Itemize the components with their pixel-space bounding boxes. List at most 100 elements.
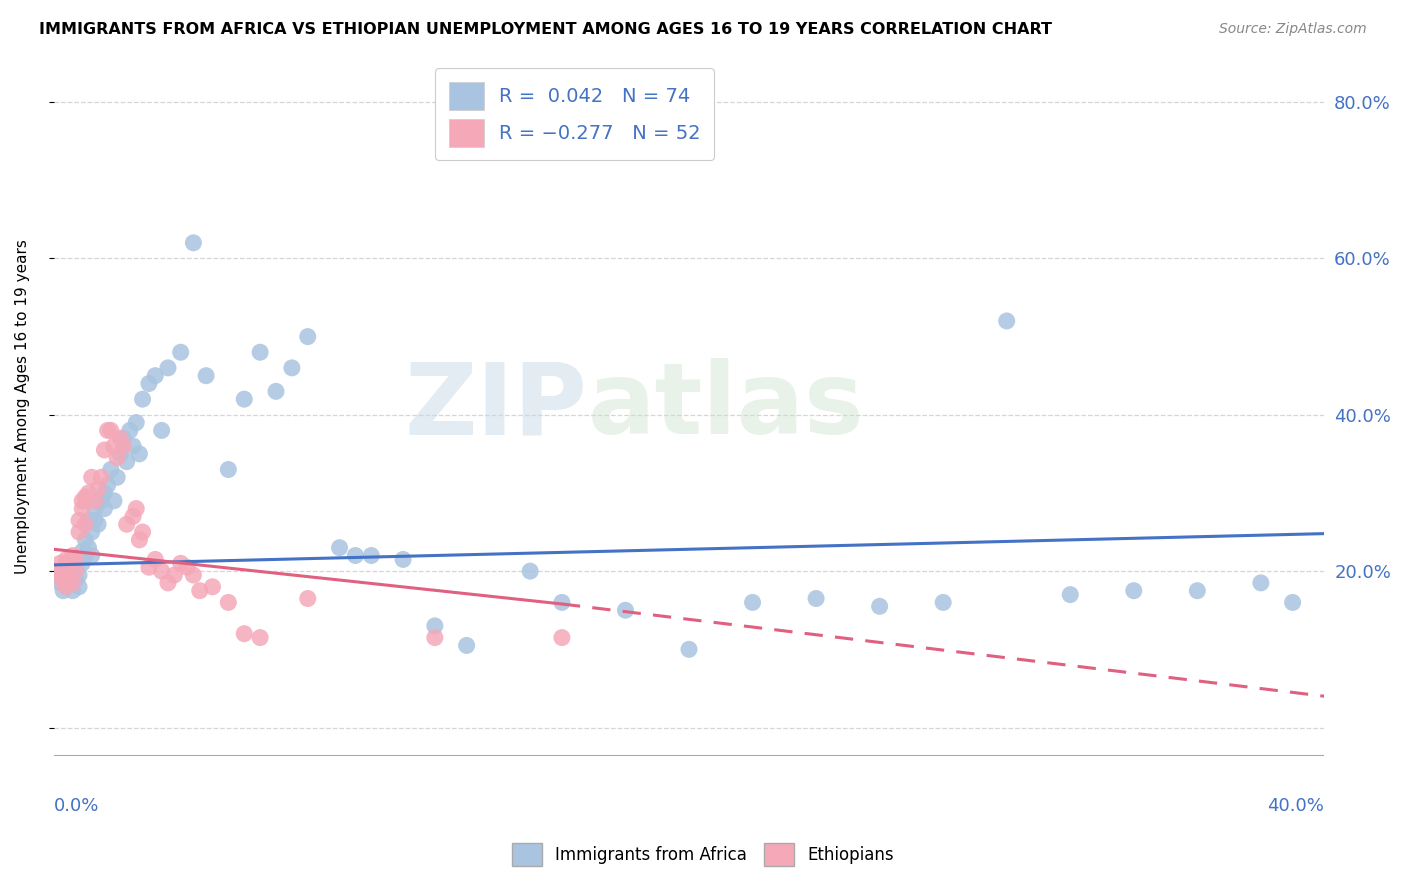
Text: atlas: atlas <box>588 359 863 456</box>
Point <box>128 447 150 461</box>
Point <box>249 631 271 645</box>
Point <box>65 572 87 586</box>
Point <box>138 560 160 574</box>
Text: IMMIGRANTS FROM AFRICA VS ETHIOPIAN UNEMPLOYMENT AMONG AGES 16 TO 19 YEARS CORRE: IMMIGRANTS FROM AFRICA VS ETHIOPIAN UNEM… <box>39 22 1052 37</box>
Point <box>52 583 75 598</box>
Point <box>519 564 541 578</box>
Point <box>65 552 87 566</box>
Point <box>131 392 153 406</box>
Point <box>170 557 193 571</box>
Point <box>70 557 93 571</box>
Point <box>52 575 75 590</box>
Legend: R =  0.042   N = 74, R = −0.277   N = 52: R = 0.042 N = 74, R = −0.277 N = 52 <box>434 69 714 161</box>
Point <box>67 524 90 539</box>
Point <box>75 490 97 504</box>
Point <box>49 575 72 590</box>
Point <box>84 513 107 527</box>
Point <box>995 314 1018 328</box>
Point <box>614 603 637 617</box>
Point <box>125 501 148 516</box>
Point <box>77 541 100 555</box>
Point <box>70 544 93 558</box>
Text: Source: ZipAtlas.com: Source: ZipAtlas.com <box>1219 22 1367 37</box>
Point <box>156 575 179 590</box>
Point <box>93 486 115 500</box>
Point <box>67 568 90 582</box>
Point <box>62 583 84 598</box>
Point <box>112 431 135 445</box>
Point <box>163 568 186 582</box>
Point <box>118 424 141 438</box>
Point <box>77 513 100 527</box>
Point <box>84 501 107 516</box>
Point <box>150 424 173 438</box>
Text: ZIP: ZIP <box>405 359 588 456</box>
Point <box>183 235 205 250</box>
Point <box>1281 595 1303 609</box>
Point <box>49 557 72 571</box>
Point <box>97 478 120 492</box>
Text: 0.0%: 0.0% <box>53 797 98 815</box>
Point <box>128 533 150 547</box>
Point <box>143 552 166 566</box>
Point <box>233 392 256 406</box>
Point <box>112 439 135 453</box>
Point <box>62 575 84 590</box>
Point <box>62 549 84 563</box>
Point <box>80 470 103 484</box>
Point <box>176 560 198 574</box>
Point <box>110 431 132 445</box>
Point <box>264 384 287 399</box>
Point <box>93 501 115 516</box>
Point <box>551 631 574 645</box>
Point <box>297 591 319 606</box>
Point <box>1187 583 1209 598</box>
Point <box>183 568 205 582</box>
Point <box>678 642 700 657</box>
Point <box>170 345 193 359</box>
Point <box>90 470 112 484</box>
Point <box>360 549 382 563</box>
Point <box>55 552 77 566</box>
Point <box>84 493 107 508</box>
Point <box>1250 575 1272 590</box>
Point <box>65 560 87 574</box>
Point <box>328 541 350 555</box>
Point <box>423 631 446 645</box>
Point <box>97 424 120 438</box>
Point <box>932 595 955 609</box>
Point <box>67 513 90 527</box>
Point <box>70 493 93 508</box>
Point <box>45 568 67 582</box>
Point <box>77 486 100 500</box>
Point <box>201 580 224 594</box>
Point <box>62 552 84 566</box>
Point <box>75 533 97 547</box>
Point <box>52 568 75 582</box>
Point <box>392 552 415 566</box>
Point <box>75 549 97 563</box>
Point <box>1059 588 1081 602</box>
Point <box>143 368 166 383</box>
Text: 40.0%: 40.0% <box>1268 797 1324 815</box>
Point <box>87 482 110 496</box>
Point <box>70 501 93 516</box>
Point <box>115 517 138 532</box>
Point <box>195 368 218 383</box>
Point <box>65 564 87 578</box>
Y-axis label: Unemployment Among Ages 16 to 19 years: Unemployment Among Ages 16 to 19 years <box>15 240 30 574</box>
Legend: Immigrants from Africa, Ethiopians: Immigrants from Africa, Ethiopians <box>505 836 901 873</box>
Point <box>55 557 77 571</box>
Point <box>1122 583 1144 598</box>
Point <box>233 626 256 640</box>
Point <box>93 442 115 457</box>
Point <box>58 560 80 574</box>
Point <box>297 329 319 343</box>
Point <box>58 564 80 578</box>
Point <box>49 564 72 578</box>
Point <box>741 595 763 609</box>
Point <box>115 455 138 469</box>
Point <box>131 524 153 539</box>
Point <box>58 575 80 590</box>
Point <box>125 416 148 430</box>
